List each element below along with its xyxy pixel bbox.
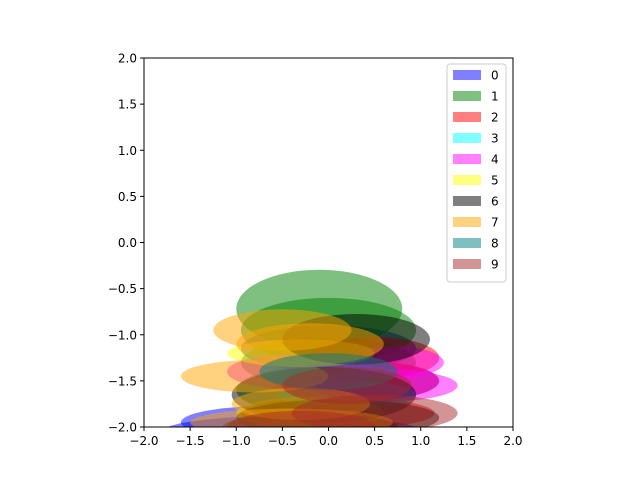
legend-swatch-2 [453,112,481,122]
legend-label-3: 3 [491,132,499,146]
legend-label-5: 5 [491,174,499,188]
legend-label-2: 2 [491,111,499,125]
legend-label-7: 7 [491,216,499,230]
x-tick-label: 0.5 [365,434,384,448]
axes-layer: −2.0 −1.5 −1.0 −0.5 0.0 0.5 1.0 1.5 2.0 −2.0 −1.5 −… [108,52,523,449]
legend-label-1: 1 [491,90,499,104]
legend-swatch-6 [453,196,481,206]
y-tick-label: 0.0 [118,236,137,250]
x-tick-label: −1.0 [222,434,251,448]
y-tick-label: 1.5 [118,98,137,112]
legend-label-6: 6 [491,195,499,209]
x-tick-label: 1.5 [457,434,476,448]
y-tick-label: 1.0 [118,144,137,158]
ellipses-layer [167,269,458,427]
x-tick-label: −2.0 [129,434,158,448]
ellipse-series-9-1 [282,367,412,404]
legend-swatch-4 [453,154,481,164]
x-tick-label: 2.0 [503,434,522,448]
y-tick-label: −2.0 [108,421,137,435]
legend-label-8: 8 [491,237,499,251]
legend-swatch-5 [453,175,481,185]
legend-swatch-0 [453,70,481,80]
y-tick-label: −1.5 [108,374,137,388]
legend-label-4: 4 [491,153,499,167]
y-tick-label: 0.5 [118,190,137,204]
x-tick-label: 1.0 [411,434,430,448]
y-tick-label: 2.0 [118,52,137,66]
legend: 0 1 2 3 4 5 6 7 8 9 [446,63,507,283]
legend-swatch-9 [453,259,481,269]
legend-swatch-3 [453,133,481,143]
y-tick-label: −0.5 [108,282,137,296]
legend-swatch-8 [453,238,481,248]
x-tick-label: 0.0 [319,434,338,448]
legend-label-0: 0 [491,69,499,83]
x-tick-label: −1.5 [176,434,205,448]
legend-swatch-7 [453,217,481,227]
legend-label-9: 9 [491,258,499,272]
ellipse-series-9-2 [227,410,375,427]
x-tick-label: −0.5 [268,434,297,448]
y-tick-label: −1.0 [108,328,137,342]
legend-swatch-1 [453,91,481,101]
